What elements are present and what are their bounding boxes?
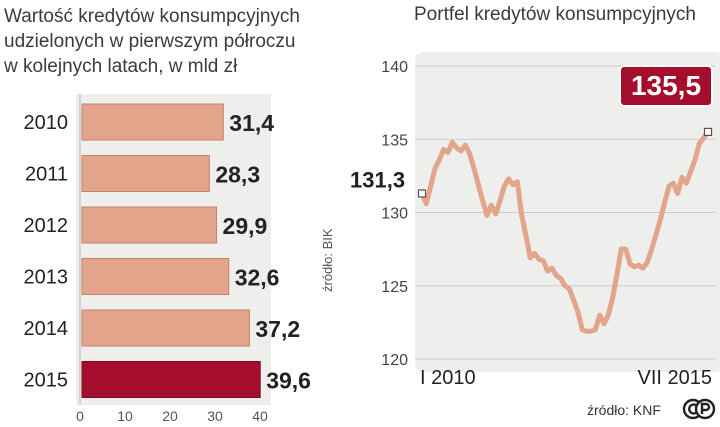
bar-2012 (81, 206, 218, 244)
x-tick-0: 0 (76, 408, 84, 424)
x-tick-10: 10 (117, 408, 133, 424)
end-value-badge (619, 65, 713, 107)
bar-2015 (81, 361, 261, 398)
x-label-start: I 2010 (420, 367, 476, 389)
category-label-2012: 2012 (24, 215, 69, 237)
end-point-marker (703, 127, 713, 137)
bar-2014 (81, 309, 250, 347)
x-tick-30: 30 (207, 408, 223, 424)
start-point-marker (417, 189, 427, 198)
right-chart-source: źródło: KNF (587, 402, 661, 418)
value-label-2013: 32,6 (235, 265, 280, 291)
value-label-2014: 37,2 (255, 316, 300, 342)
y-tick-120: 120 (381, 352, 408, 369)
x-tick-20: 20 (162, 408, 178, 424)
creative-commons-icon (682, 398, 716, 420)
end-value-label: 135,5 (631, 70, 701, 101)
category-label-2011: 2011 (25, 164, 68, 186)
left-title-line-3: w kolejnych latach, w mld zł (4, 56, 238, 77)
portfolio-line (419, 129, 711, 334)
y-tick-125: 125 (381, 279, 408, 296)
value-label-2012: 29,9 (223, 213, 268, 239)
line-chart: 120 125 130 135 140 131,3 135,5 I 2010 VII 2015 (350, 52, 720, 389)
bar-2010 (81, 103, 224, 141)
right-chart-title: Portfel kredytów konsumpcyjnych (414, 4, 696, 25)
bar-2013 (81, 258, 230, 295)
category-label-2013: 2013 (24, 267, 69, 289)
category-label-2015: 2015 (24, 370, 69, 392)
y-tick-140: 140 (381, 59, 408, 76)
value-label-2010: 31,4 (229, 110, 274, 136)
category-label-2010: 2010 (24, 112, 69, 134)
x-label-end: VII 2015 (637, 367, 712, 389)
left-title-line-1: Wartość kredytów konsumpcyjnych (4, 6, 301, 27)
y-tick-130: 130 (381, 206, 408, 223)
left-chart-title: Wartość kredytów konsumpcyjnych udzielon… (4, 4, 300, 79)
x-tick-40: 40 (252, 408, 268, 424)
bar-chart-panel (76, 94, 271, 405)
left-title-line-2: udzielonych w pierwszym półroczu (4, 31, 296, 52)
value-label-2015: 39,6 (266, 368, 311, 394)
category-label-2014: 2014 (24, 318, 69, 340)
value-label-2011: 28,3 (215, 162, 260, 188)
bar-2011 (81, 155, 210, 192)
start-value-label: 131,3 (350, 167, 405, 192)
y-tick-135: 135 (381, 132, 408, 149)
